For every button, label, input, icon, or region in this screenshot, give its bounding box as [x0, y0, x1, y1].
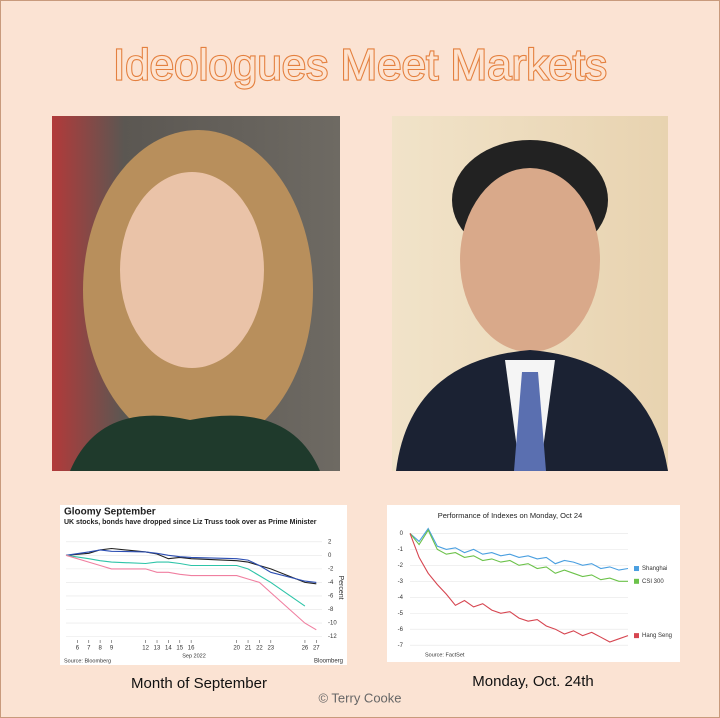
y-tick-label: -2 — [328, 566, 334, 572]
y-tick-label: -2 — [398, 563, 404, 569]
y-axis-label: Percent — [337, 575, 344, 599]
y-tick-label: -6 — [328, 594, 334, 600]
legend-label: Hang Seng — [642, 633, 672, 639]
y-tick-label: 2 — [328, 539, 332, 545]
legend-label: CSI 300 — [642, 579, 664, 585]
x-tick-label: 12 — [142, 646, 149, 652]
x-tick-label: 8 — [98, 646, 102, 652]
y-tick-label: -10 — [328, 621, 337, 627]
y-tick-label: 0 — [400, 531, 404, 537]
x-tick-label: 6 — [76, 646, 80, 652]
x-tick-label: 22 — [256, 646, 263, 652]
credit: © Terry Cooke — [318, 690, 401, 705]
chart-title: Gloomy September — [64, 507, 156, 518]
x-tick-label: 27 — [313, 646, 320, 652]
chart-subtitle: UK stocks, bonds have dropped since Liz … — [64, 519, 317, 526]
slide-title: Ideologues Meet Markets — [113, 41, 607, 90]
photo-left — [52, 116, 340, 471]
x-tick-label: 20 — [233, 646, 240, 652]
y-tick-label: -1 — [398, 547, 404, 553]
legend-label: Shanghai — [642, 566, 667, 572]
y-tick-label: -6 — [398, 627, 404, 633]
x-tick-label: 7 — [87, 646, 91, 652]
y-tick-label: 0 — [328, 553, 332, 559]
x-tick-label: 15 — [176, 646, 183, 652]
y-tick-label: -4 — [328, 580, 334, 586]
x-tick-label: 21 — [245, 646, 252, 652]
chart-source: Source: Bloomberg — [64, 658, 111, 664]
y-tick-label: -7 — [398, 643, 404, 649]
series-line — [409, 529, 628, 582]
y-tick-label: -12 — [328, 634, 337, 640]
x-tick-label: 14 — [165, 646, 172, 652]
series-line — [409, 533, 629, 643]
series-line — [409, 527, 629, 571]
y-tick-label: -4 — [398, 595, 404, 601]
y-tick-label: -3 — [398, 579, 404, 585]
y-tick-label: -8 — [328, 607, 334, 613]
x-tick-label: 16 — [188, 646, 195, 652]
x-tick-label: 23 — [267, 646, 274, 652]
caption: Month of September — [131, 675, 267, 692]
legend-swatch — [634, 566, 639, 572]
caption: Monday, Oct. 24th — [472, 673, 593, 690]
x-axis-label: Sep 2022 — [182, 653, 206, 659]
x-tick-label: 9 — [110, 646, 114, 652]
y-tick-label: -5 — [398, 611, 404, 617]
legend-swatch — [634, 633, 639, 639]
photo-right — [392, 116, 668, 471]
x-tick-label: 13 — [154, 646, 161, 652]
chart-left-background — [60, 505, 347, 665]
chart-title: Performance of Indexes on Monday, Oct 24 — [438, 511, 583, 520]
series-line — [65, 554, 306, 607]
legend-swatch — [634, 578, 639, 584]
chart-brand: Bloomberg — [314, 659, 343, 665]
chart-source: Source: FactSet — [425, 652, 465, 658]
series-line — [65, 547, 317, 585]
x-tick-label: 26 — [302, 646, 309, 652]
series-line — [65, 554, 317, 631]
series-line — [65, 549, 317, 583]
